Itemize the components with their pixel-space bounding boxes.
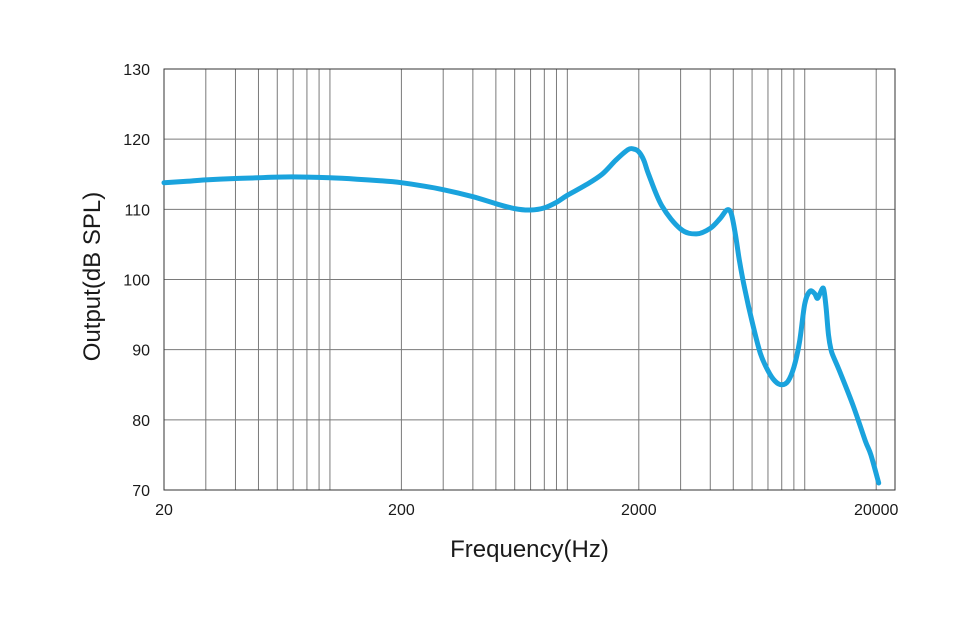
y-tick-labels: 70 80 90 100 110 120 130	[123, 62, 150, 500]
x-tick-label: 200	[388, 502, 415, 519]
y-tick-label: 110	[124, 202, 150, 219]
series-line	[161, 145, 882, 486]
x-tick-label: 2000	[621, 502, 657, 519]
y-gridlines	[164, 138, 895, 421]
y-tick-label: 120	[123, 132, 150, 149]
x-tick-label: 20000	[854, 502, 899, 519]
x-tick-label: 20	[155, 502, 173, 519]
y-tick-label: 90	[132, 343, 150, 360]
plot-frame	[163, 68, 896, 491]
x-tick-labels: 20 200 2000 20000	[155, 502, 898, 519]
y-tick-label: 130	[123, 62, 150, 79]
y-tick-label: 100	[123, 273, 150, 290]
y-axis-title: Output(dB SPL)	[79, 192, 106, 361]
y-tick-label: 80	[132, 413, 150, 430]
x-axis-title: Frequency(Hz)	[450, 536, 609, 563]
y-tick-label: 70	[132, 483, 150, 500]
